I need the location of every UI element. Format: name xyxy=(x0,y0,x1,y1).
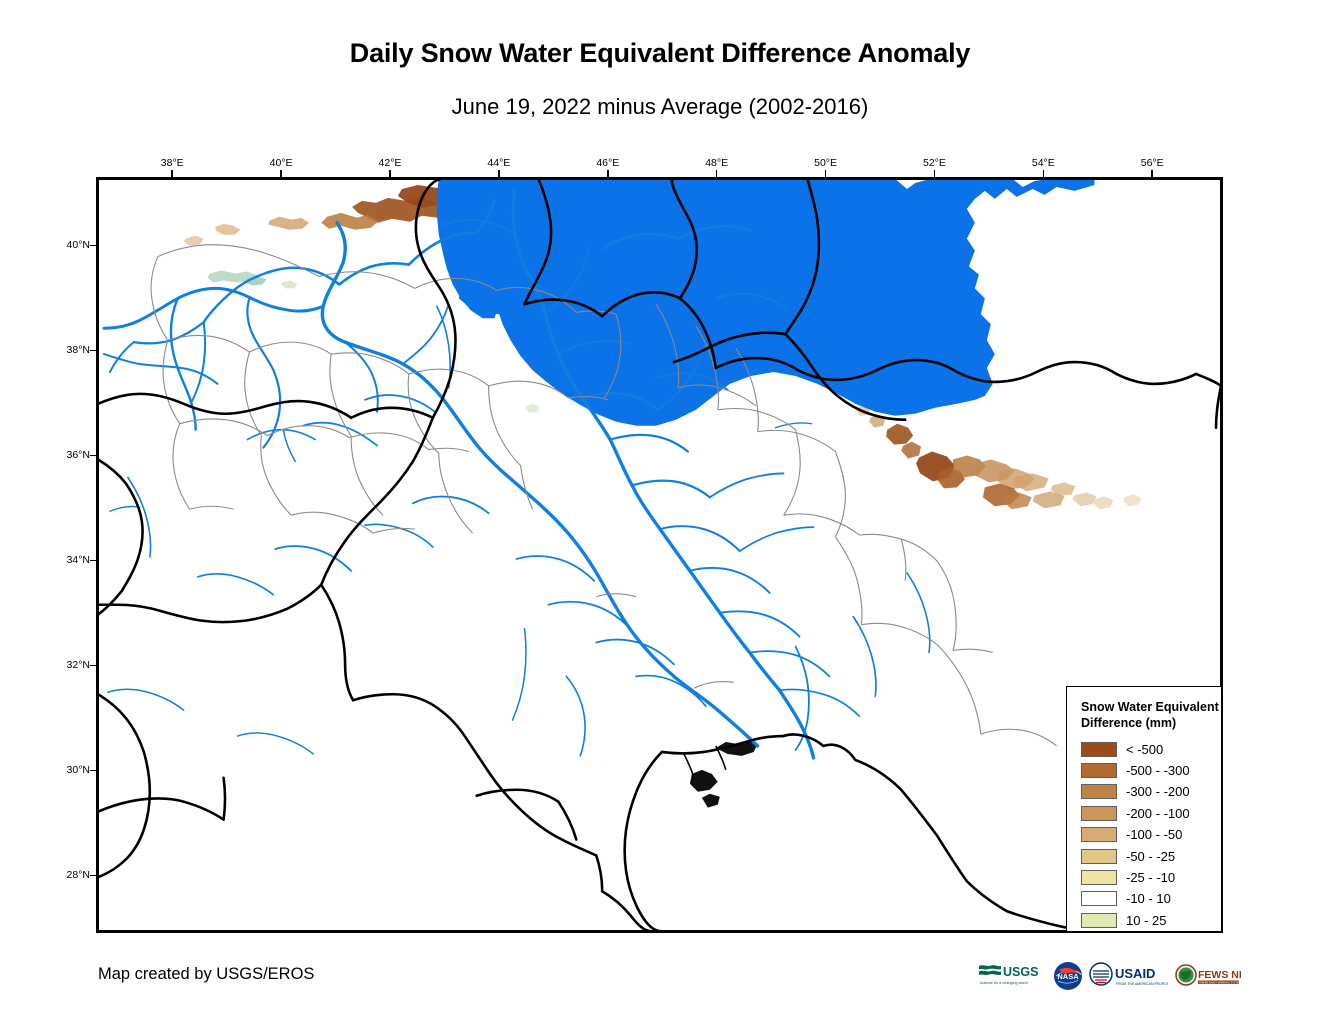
legend-entry: -10 - 10 xyxy=(1081,888,1221,909)
svg-text:FEWS NET: FEWS NET xyxy=(1198,969,1241,981)
lat-tick xyxy=(90,349,98,351)
agency-logo-bar: USGS science for a changing world NASA U… xyxy=(978,958,1241,994)
lon-tick xyxy=(933,170,936,178)
legend-color-swatch xyxy=(1081,827,1117,843)
lat-axis-label: 32°N xyxy=(66,659,90,672)
admin-boundaries xyxy=(150,244,1057,747)
legend-entry-label: -300 - -200 xyxy=(1126,784,1190,800)
lon-tick xyxy=(824,170,827,178)
lon-tick xyxy=(1042,170,1045,178)
lon-tick xyxy=(171,170,173,178)
lon-tick xyxy=(607,170,609,178)
lat-axis-label: 38°N xyxy=(66,344,90,357)
lon-tick xyxy=(389,170,391,178)
legend-entry: 25 - 50 xyxy=(1081,931,1223,933)
svg-text:NASA: NASA xyxy=(1057,972,1079,981)
legend-entry: -100 - -50 xyxy=(1081,824,1221,845)
lon-tick xyxy=(280,170,282,178)
legend-entry-label: < -500 xyxy=(1126,741,1164,757)
lon-axis-label: 56°E xyxy=(1140,157,1164,169)
lat-tick xyxy=(90,454,98,456)
lat-axis-label: 30°N xyxy=(66,764,90,777)
water-bodies xyxy=(436,179,1095,931)
lat-axis-label: 34°N xyxy=(66,554,90,567)
legend-entry-label: -500 - -300 xyxy=(1126,763,1190,779)
legend-entry: -50 - -25 xyxy=(1081,845,1221,866)
legend-color-swatch xyxy=(1081,848,1117,864)
legend-entry-label: -200 - -100 xyxy=(1126,805,1190,821)
svg-text:FROM THE AMERICAN PEOPLE: FROM THE AMERICAN PEOPLE xyxy=(1116,982,1169,986)
lon-tick xyxy=(715,170,718,178)
lon-tick xyxy=(498,170,500,178)
lon-axis-label: 40°E xyxy=(269,157,293,169)
page-title: Daily Snow Water Equivalent Difference A… xyxy=(349,38,971,68)
lon-axis-label: 52°E xyxy=(922,157,946,169)
fewsnet-logo: FEWS NET FAMINE EARLY WARNING SYSTEMS NE… xyxy=(1175,964,1241,986)
lon-axis-label: 46°E xyxy=(596,157,620,169)
legend-color-swatch xyxy=(1081,805,1117,821)
map-geometry xyxy=(98,179,1221,931)
legend-entry-label: 10 - 25 xyxy=(1126,912,1167,928)
lat-tick xyxy=(90,664,98,666)
svg-text:USAID: USAID xyxy=(1115,966,1155,981)
svg-text:FAMINE EARLY WARNING SYSTEMS N: FAMINE EARLY WARNING SYSTEMS NETWORK xyxy=(1199,982,1241,985)
legend-entry-list: < -500 -500 - -300 -300 - -200 -200 - -100 -… xyxy=(1081,739,1223,933)
usgs-logo: USGS science for a changing world xyxy=(979,965,1038,985)
lon-axis-label: 44°E xyxy=(487,157,511,169)
lat-axis-label: 28°N xyxy=(66,869,90,882)
legend-entry: -500 - -300 xyxy=(1081,760,1221,781)
legend-color-swatch xyxy=(1081,741,1117,757)
legend-color-swatch xyxy=(1081,912,1117,928)
legend-entry-label: -25 - -10 xyxy=(1126,870,1176,886)
river-network xyxy=(102,187,931,760)
map-legend: Snow Water Equivalent Difference (mm) < … xyxy=(1066,686,1223,933)
legend-entry-label: -10 - 10 xyxy=(1126,891,1171,907)
lat-tick xyxy=(90,244,98,246)
map-credit: Map created by USGS/EROS xyxy=(98,965,315,983)
legend-title-line2: Difference (mm) xyxy=(1081,716,1177,731)
legend-entry: < -500 xyxy=(1081,739,1221,760)
svg-text:science for a changing world: science for a changing world xyxy=(980,981,1028,985)
legend-color-swatch xyxy=(1081,870,1117,886)
legend-entry: -300 - -200 xyxy=(1081,781,1221,802)
legend-title-line1: Snow Water Equivalent xyxy=(1081,700,1219,714)
legend-entry: -25 - -10 xyxy=(1081,867,1221,888)
lat-tick xyxy=(90,769,98,771)
lat-tick xyxy=(90,874,98,876)
lon-axis-label: 54°E xyxy=(1031,157,1055,169)
lon-axis-label: 42°E xyxy=(378,157,402,169)
lat-tick xyxy=(90,559,98,561)
lon-axis-label: 38°E xyxy=(160,157,184,169)
lat-axis-label: 40°N xyxy=(66,239,90,252)
legend-color-swatch xyxy=(1081,784,1117,800)
lat-axis-label: 36°N xyxy=(66,449,90,462)
legend-color-swatch xyxy=(1081,891,1117,907)
country-borders xyxy=(98,179,1221,931)
coastline-detail xyxy=(683,745,727,779)
map-canvas[interactable]: Snow Water Equivalent Difference (mm) < … xyxy=(96,177,1223,933)
nasa-logo: NASA xyxy=(1054,962,1082,990)
legend-entry: -200 - -100 xyxy=(1081,803,1221,824)
page-subtitle: June 19, 2022 minus Average (2002-2016) xyxy=(451,94,869,119)
legend-color-swatch xyxy=(1081,763,1117,779)
legend-entry-label: -50 - -25 xyxy=(1126,848,1176,864)
legend-entry-label: -100 - -50 xyxy=(1126,827,1183,843)
lon-axis-label: 48°E xyxy=(705,157,729,169)
lon-tick xyxy=(1151,170,1153,178)
svg-text:USGS: USGS xyxy=(1003,965,1038,979)
usaid-logo: USAID FROM THE AMERICAN PEOPLE xyxy=(1089,962,1169,986)
lon-axis-label: 50°E xyxy=(814,157,837,169)
legend-entry: 10 - 25 xyxy=(1081,910,1221,931)
